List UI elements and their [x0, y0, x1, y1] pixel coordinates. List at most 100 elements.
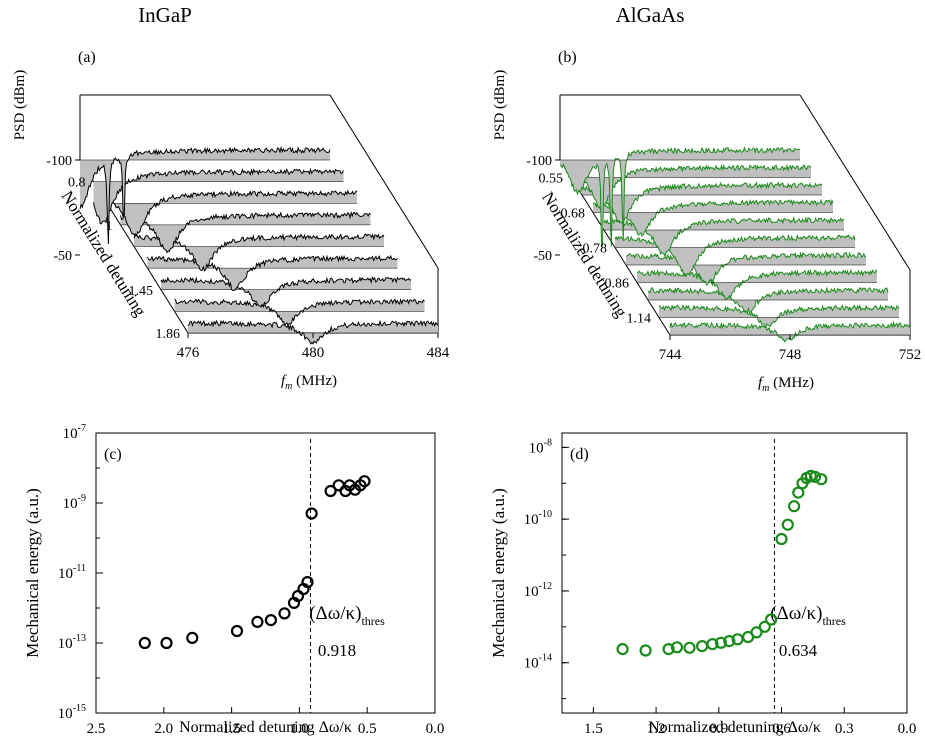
trace-fill: [120, 212, 371, 253]
spectrum-trace: [581, 181, 823, 226]
data-point: [781, 518, 794, 531]
data-point: [758, 620, 771, 633]
data-point: [301, 575, 314, 589]
data-point: [186, 631, 199, 645]
x-tick-label: 0.5: [358, 721, 377, 737]
trace-fill: [637, 270, 877, 300]
detuning-tick-label: 1: [106, 219, 113, 234]
trace-fill: [604, 217, 844, 257]
z-tick-label: -50: [53, 249, 72, 264]
data-point: [706, 637, 719, 651]
panel-a-waterfall: InGaP (a) -50 -100 PSD (dBm) 476 480 484 fm (MHz…: [12, 3, 450, 392]
data-point: [251, 615, 264, 629]
y-tick-base: 10: [63, 426, 78, 442]
trace-fill: [571, 165, 811, 210]
trace-fill: [560, 147, 800, 247]
y-tick-label: 10-11: [58, 563, 86, 582]
threshold-label-text: (Δω/κ): [309, 603, 361, 624]
data-point: [324, 484, 337, 498]
y-tick-label: 10-12: [524, 581, 552, 600]
spectrum-trace: [120, 210, 371, 254]
threshold-label-text: (Δω/κ): [770, 603, 822, 624]
panel-label: (a): [78, 49, 96, 66]
detuning-tick-label: 0.55: [539, 172, 564, 187]
y-tick-exponent: -13: [73, 633, 86, 644]
trace-fill: [615, 235, 855, 277]
data-point: [787, 500, 801, 513]
spectrum-trace: [106, 189, 358, 237]
spectrum-trace: [147, 254, 398, 292]
y-tick-label: 10-15: [58, 703, 86, 722]
spectrum-trace: [160, 276, 412, 309]
x-tick-label: 0.9: [709, 721, 728, 737]
data-point: [764, 613, 778, 626]
panel-title: AlGaAs: [616, 3, 685, 27]
z-tick-label: -100: [526, 154, 552, 169]
y-tick-base: 10: [524, 656, 539, 672]
plot-frame: [561, 432, 908, 714]
x-axis-label-subscript: m: [285, 381, 292, 392]
data-point: [138, 636, 151, 650]
x-tick-label: 2.5: [87, 721, 106, 737]
spectrum-trace: [187, 319, 439, 345]
y-tick-exponent: -12: [539, 581, 552, 592]
data-point: [723, 634, 736, 648]
panel-label: (c): [104, 446, 122, 463]
y-axis-label: Mechanical energy (a.u.): [489, 488, 508, 658]
trace-fill: [174, 299, 425, 326]
data-point: [695, 639, 709, 653]
data-point: [264, 613, 277, 627]
x-tick-label: 1.0: [290, 721, 309, 737]
y-tick-base: 10: [529, 440, 544, 456]
spectrum-trace: [592, 198, 834, 237]
trace-fill: [659, 305, 899, 328]
panel-c-scatter: (c)2.5 2.0 1.5 1.0 0.5 0.010-1510-1310-1110-9…: [23, 423, 444, 737]
y-tick-exponent: -14: [539, 653, 552, 664]
panel-d-scatter: (d)1.5 1.2 0.9 0.6 0.3 0.010-1410-1210-1010-8…: [489, 432, 916, 737]
spectrum-trace: [174, 298, 425, 327]
data-point: [775, 532, 788, 546]
y-tick-exponent: -11: [73, 563, 86, 574]
y-tick-exponent: -8: [544, 437, 552, 448]
y-tick-label: 10-7: [63, 423, 86, 442]
trace-fill: [93, 169, 344, 224]
x-axis-label-symbol: f: [281, 373, 287, 389]
data-point: [230, 624, 244, 638]
y-tick-base: 10: [58, 566, 73, 582]
spectrum-trace: [559, 146, 801, 247]
data-point: [616, 642, 629, 656]
x-axis-label: Normalized detuning Δω/κ: [179, 719, 352, 736]
x-tick-label: 1.5: [584, 721, 603, 737]
spectrum-trace: [647, 286, 889, 315]
threshold-value: 0.918: [318, 641, 356, 660]
data-point: [714, 636, 728, 649]
detuning-tick-label: 0.8: [68, 176, 86, 191]
y-tick-exponent: -9: [78, 493, 86, 504]
trace-fill: [107, 190, 357, 236]
data-point: [639, 644, 652, 657]
threshold-label: (Δω/κ)thres: [770, 603, 846, 628]
y-tick-base: 10: [524, 512, 539, 528]
trace-fill: [593, 200, 833, 236]
trace-fill: [161, 277, 411, 307]
x-axis-label: fm (MHz): [281, 373, 337, 392]
detuning-tick-label: 0.86: [605, 277, 630, 292]
y-tick-base: 10: [63, 496, 78, 512]
y-tick-label: 10-10: [524, 509, 552, 528]
trace-fill: [626, 252, 866, 285]
z-axis-label: PSD (dBm): [492, 70, 508, 140]
trace-fill: [147, 256, 398, 291]
detuning-tick-label: 1.45: [129, 284, 154, 299]
z-tick-label: -100: [46, 154, 72, 169]
threshold-label-subscript: thres: [822, 614, 846, 628]
data-point: [358, 475, 371, 488]
detuning-tick-label: 0.68: [561, 207, 586, 222]
y-tick-label: 10-13: [58, 633, 86, 652]
x-tick-label: 0.6: [772, 721, 791, 737]
data-point: [750, 626, 763, 639]
y-tick-base: 10: [58, 636, 73, 652]
x-tick-label: 744: [659, 347, 682, 363]
trace-fill: [80, 147, 330, 244]
box-right-top-edge: [329, 94, 439, 269]
z-tick-label: -50: [533, 249, 552, 264]
